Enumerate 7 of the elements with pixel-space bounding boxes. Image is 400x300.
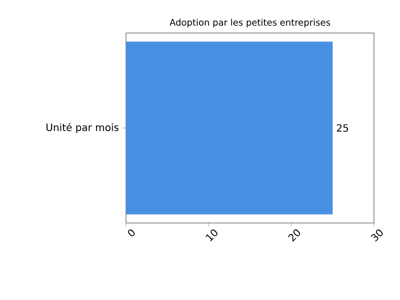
chart-title: Adoption par les petites entreprises xyxy=(170,18,330,28)
y-tick-label: Unité par mois xyxy=(46,122,118,134)
x-tick-label: 10 xyxy=(206,230,218,242)
x-tick-label: 30 xyxy=(370,230,383,242)
x-tick-label: 0 xyxy=(128,230,135,236)
x-tick-label: 20 xyxy=(288,230,300,242)
data-label: 25 xyxy=(336,124,348,132)
